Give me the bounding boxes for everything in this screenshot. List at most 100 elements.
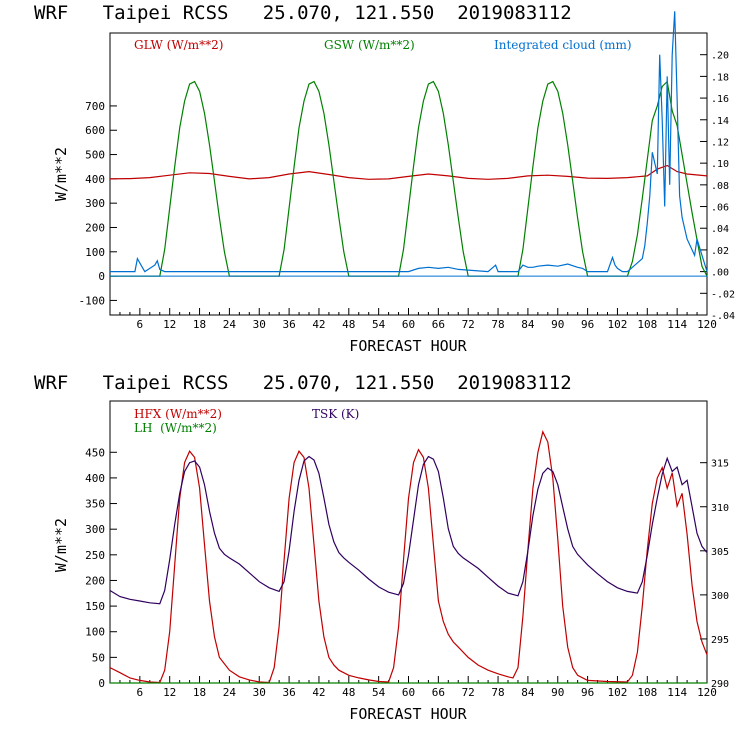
series-hfx-line bbox=[109, 430, 708, 684]
x-tick-label: 114 bbox=[667, 318, 687, 331]
y-tick-label: 0 bbox=[98, 677, 105, 690]
bottom-plot-frame bbox=[109, 400, 708, 684]
y-tick-label: 200 bbox=[85, 221, 105, 234]
y2-tick-label: .04 bbox=[711, 224, 729, 235]
top-y-axis: -100 0 100 200 300 400 500 600 700 bbox=[79, 100, 117, 307]
bottom-chart-title: WRF Taipei RCSS 25.070, 121.550 20190831… bbox=[34, 372, 572, 394]
y-tick-label: 200 bbox=[85, 574, 105, 587]
y2-tick-label: .10 bbox=[711, 159, 729, 170]
y-tick-label: 0 bbox=[98, 270, 105, 283]
x-tick-label: 24 bbox=[223, 686, 237, 699]
top-chart-title: WRF Taipei RCSS 25.070, 121.550 20190831… bbox=[34, 2, 572, 24]
bottom-x-axis: 6 12 18 24 30 36 42 48 54 60 66 72 78 84 90 96 102 108 114… bbox=[119, 676, 717, 699]
bottom-y2-axis: 290 295 300 305 310 315 bbox=[700, 459, 729, 690]
y2-tick-label: .00 bbox=[711, 268, 729, 279]
y-tick-label: -100 bbox=[79, 294, 106, 307]
bottom-x-axis-label: FORECAST HOUR bbox=[349, 705, 467, 723]
x-tick-label: 84 bbox=[521, 318, 535, 331]
y-tick-label: 400 bbox=[85, 173, 105, 186]
x-tick-label: 72 bbox=[462, 318, 475, 331]
y-tick-label: 100 bbox=[85, 626, 105, 639]
x-tick-label: 120 bbox=[697, 686, 717, 699]
x-tick-label: 12 bbox=[163, 686, 176, 699]
series-tsk-line bbox=[109, 455, 708, 605]
y2-tick-label: 290 bbox=[711, 679, 729, 690]
x-tick-label: 96 bbox=[581, 318, 594, 331]
bottom-y-axis-label: W/m**2 bbox=[52, 518, 70, 572]
x-tick-label: 42 bbox=[312, 318, 325, 331]
y-tick-label: 600 bbox=[85, 124, 105, 137]
x-tick-label: 24 bbox=[223, 318, 237, 331]
legend-lh: LH (W/m**2) bbox=[134, 421, 217, 435]
y2-tick-label: -.04 bbox=[711, 311, 735, 322]
x-tick-label: 60 bbox=[402, 686, 415, 699]
y-tick-label: 250 bbox=[85, 549, 105, 562]
x-tick-label: 66 bbox=[432, 686, 445, 699]
x-tick-label: 36 bbox=[282, 318, 295, 331]
y-tick-label: 450 bbox=[85, 446, 105, 459]
top-series-group bbox=[109, 11, 708, 277]
y2-tick-label: 300 bbox=[711, 591, 729, 602]
y2-tick-label: 305 bbox=[711, 547, 729, 558]
x-tick-label: 78 bbox=[491, 318, 504, 331]
x-tick-label: 30 bbox=[253, 318, 266, 331]
x-tick-label: 96 bbox=[581, 686, 594, 699]
x-tick-label: 120 bbox=[697, 318, 717, 331]
x-tick-label: 114 bbox=[667, 686, 687, 699]
x-tick-label: 12 bbox=[163, 318, 176, 331]
top-x-axis-label: FORECAST HOUR bbox=[349, 337, 467, 355]
x-tick-label: 84 bbox=[521, 686, 535, 699]
y2-tick-label: 310 bbox=[711, 503, 729, 514]
y-tick-label: 150 bbox=[85, 600, 105, 613]
bottom-y-axis: 0 50 100 150 200 250 300 350 400 450 bbox=[85, 446, 117, 690]
x-tick-label: 48 bbox=[342, 686, 355, 699]
x-tick-label: 54 bbox=[372, 686, 386, 699]
legend-tsk: TSK (K) bbox=[312, 407, 359, 421]
top-plot-frame bbox=[109, 32, 708, 316]
y-tick-label: 300 bbox=[85, 197, 105, 210]
x-tick-label: 60 bbox=[402, 318, 415, 331]
y2-tick-label: .16 bbox=[711, 94, 729, 105]
y2-tick-label: .08 bbox=[711, 181, 729, 192]
y2-tick-label: 295 bbox=[711, 635, 729, 646]
x-tick-label: 30 bbox=[253, 686, 266, 699]
y2-tick-label: .18 bbox=[711, 72, 729, 83]
y2-tick-label: .02 bbox=[711, 246, 729, 257]
x-tick-label: 72 bbox=[462, 686, 475, 699]
x-tick-label: 78 bbox=[491, 686, 504, 699]
legend-glw: GLW (W/m**2) bbox=[134, 38, 223, 52]
x-tick-label: 102 bbox=[608, 318, 628, 331]
x-tick-label: 36 bbox=[282, 686, 295, 699]
top-y2-axis: -.04 -.02 .00 .02 .04 .06 .08 .10 .12 .14 .16 .18 .2… bbox=[700, 51, 735, 322]
x-tick-label: 66 bbox=[432, 318, 445, 331]
x-tick-label: 108 bbox=[637, 318, 657, 331]
legend-cloud: Integrated cloud (mm) bbox=[494, 38, 632, 52]
y-tick-label: 100 bbox=[85, 246, 105, 259]
x-tick-label: 48 bbox=[342, 318, 355, 331]
x-tick-label: 42 bbox=[312, 686, 325, 699]
top-y-axis-label: W/m**2 bbox=[52, 147, 70, 201]
legend-hfx: HFX (W/m**2) bbox=[134, 407, 222, 421]
y2-tick-label: 315 bbox=[711, 459, 729, 470]
x-tick-label: 102 bbox=[608, 686, 628, 699]
y-tick-label: 300 bbox=[85, 523, 105, 536]
legend-gsw: GSW (W/m**2) bbox=[324, 38, 415, 52]
y2-tick-label: .12 bbox=[711, 137, 729, 148]
x-tick-label: 90 bbox=[551, 318, 564, 331]
series-gsw-line bbox=[110, 80, 708, 277]
x-tick-label: 54 bbox=[372, 318, 386, 331]
series-glw-line bbox=[109, 164, 708, 180]
y-tick-label: 400 bbox=[85, 472, 105, 485]
x-tick-label: 18 bbox=[193, 686, 206, 699]
series-integrated-line bbox=[110, 11, 708, 273]
top-x-axis: 6 12 18 24 30 36 42 48 54 60 66 72 78 84 90 96 102 108 114… bbox=[119, 308, 717, 331]
y2-tick-label: -.02 bbox=[711, 289, 735, 300]
y2-tick-label: .06 bbox=[711, 203, 729, 214]
x-tick-label: 6 bbox=[137, 686, 144, 699]
y-tick-label: 700 bbox=[85, 100, 105, 113]
x-tick-label: 90 bbox=[551, 686, 564, 699]
y-tick-label: 500 bbox=[85, 149, 105, 162]
y-tick-label: 50 bbox=[92, 651, 105, 664]
x-tick-label: 108 bbox=[637, 686, 657, 699]
